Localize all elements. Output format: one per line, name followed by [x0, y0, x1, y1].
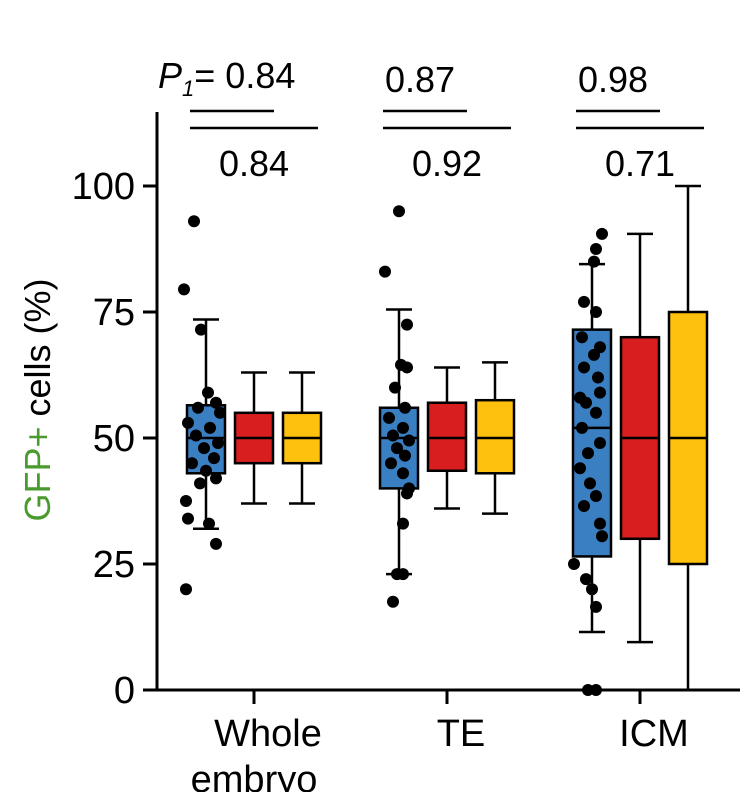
data-point [578, 361, 590, 374]
data-point [401, 487, 413, 500]
y-axis-label: GFP+ cells (%) [17, 278, 58, 521]
data-point [383, 411, 395, 424]
data-point [186, 457, 198, 470]
data-point [389, 381, 401, 394]
data-point [578, 500, 590, 513]
p-value-top: 0.98 [578, 59, 648, 100]
data-point [198, 442, 210, 455]
data-point [391, 442, 403, 455]
box-series [185, 184, 709, 690]
data-point [188, 215, 200, 228]
y-tick-label: 0 [114, 670, 135, 712]
data-point [590, 489, 602, 502]
data-point [192, 401, 204, 414]
data-point [387, 429, 399, 442]
p-value-top: 0.87 [385, 59, 455, 100]
data-point [594, 517, 606, 530]
data-point [574, 462, 586, 475]
p-subscript: 1 [182, 76, 194, 101]
y-axis-label-cells: cells (%) [17, 278, 58, 426]
data-point [203, 517, 215, 530]
te-box-yellow [474, 398, 516, 475]
data-point [379, 265, 391, 278]
x-category-label: Whole [214, 713, 322, 755]
data-point [194, 477, 206, 490]
data-point [401, 318, 413, 331]
p-symbol: P [158, 55, 182, 96]
data-point [588, 348, 600, 361]
y-tick-label: 75 [93, 292, 135, 334]
axes: 0 25 50 75 100 [72, 112, 740, 712]
p-value-bottom: 0.71 [605, 143, 675, 184]
data-point [590, 684, 602, 696]
data-point [180, 495, 192, 507]
data-point [397, 467, 409, 480]
data-points [178, 205, 608, 696]
data-point [204, 421, 216, 434]
x-category-label: ICM [619, 713, 689, 755]
data-point [178, 283, 190, 296]
data-point [210, 537, 222, 550]
data-point [576, 331, 588, 344]
p-value-annotations: P1= 0.84 0.84 0.87 0.92 0.98 0.71 [158, 55, 704, 184]
p-value-bottom: 0.84 [219, 143, 289, 184]
data-point [200, 464, 212, 477]
data-point [401, 361, 413, 374]
data-point [596, 227, 608, 240]
data-point [578, 295, 590, 308]
y-tick-label: 50 [93, 418, 135, 460]
data-point [180, 583, 192, 596]
data-point [397, 568, 409, 581]
data-point [582, 447, 594, 460]
data-point [580, 573, 592, 586]
data-point [399, 401, 411, 414]
data-point [210, 472, 222, 485]
x-category-label-line2: embryo [191, 759, 318, 792]
p-equals: = 0.84 [194, 55, 295, 96]
p-value-bottom: 0.92 [412, 143, 482, 184]
data-point [190, 429, 202, 442]
data-point [397, 517, 409, 530]
data-point [594, 437, 606, 450]
data-point [590, 406, 602, 419]
te-box-red [426, 401, 468, 473]
data-point [208, 452, 220, 465]
data-point [195, 323, 207, 336]
data-point [182, 416, 194, 429]
data-point [576, 421, 588, 434]
y-tick-label: 100 [72, 166, 135, 208]
axis-labels: GFP+ cells (%) Whole embryo TE ICM [17, 278, 689, 792]
data-point [568, 558, 580, 570]
data-point [182, 512, 194, 525]
data-point [202, 386, 214, 399]
data-point [399, 449, 411, 462]
data-point [592, 371, 604, 384]
data-point [210, 396, 222, 409]
data-point [387, 595, 399, 608]
data-point [403, 434, 415, 447]
data-point [385, 457, 397, 470]
data-point [584, 477, 596, 490]
data-point [212, 437, 224, 450]
data-point [588, 255, 600, 268]
data-point [393, 205, 405, 218]
data-point [590, 306, 602, 318]
data-point [596, 530, 608, 543]
data-point [594, 386, 606, 399]
data-point [590, 600, 602, 613]
data-point [397, 421, 409, 434]
x-category-label: TE [437, 713, 486, 755]
data-point [580, 396, 592, 409]
p-value-top: P1= 0.84 [158, 55, 295, 101]
y-tick-label: 25 [93, 544, 135, 586]
y-axis-label-gfp: GFP+ [17, 426, 58, 521]
data-point [590, 243, 602, 255]
data-point [214, 406, 226, 419]
data-point [586, 583, 598, 596]
